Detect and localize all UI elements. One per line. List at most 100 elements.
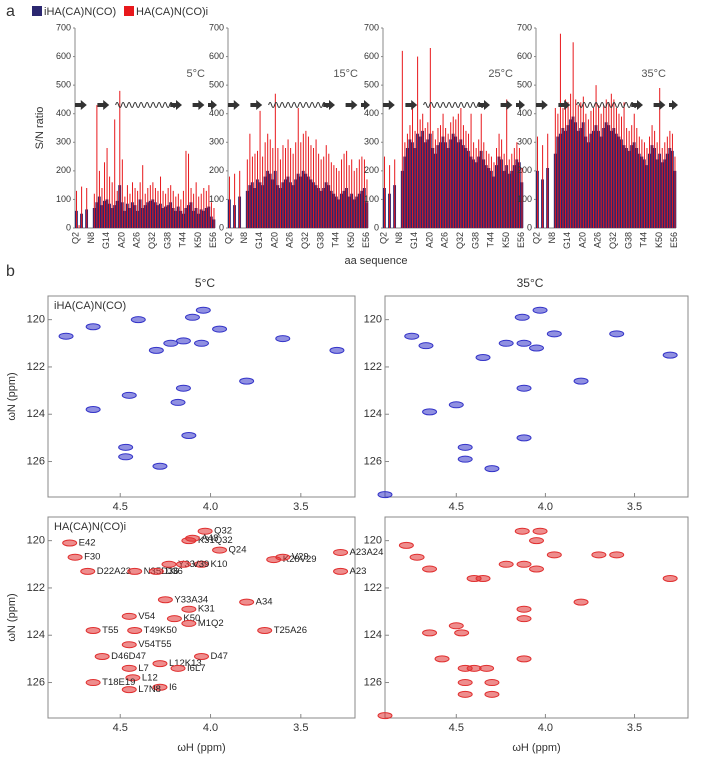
peak-label: K50 [183,613,200,624]
y-tick-label: 0 [66,222,71,232]
y-tick-label: 600 [209,51,224,61]
peak [457,443,473,451]
bar [401,50,403,228]
bar [325,145,327,228]
bar [249,133,251,228]
bar [182,190,184,228]
bar [328,153,330,228]
peak [148,567,164,575]
bar [562,108,564,228]
bar [636,128,638,228]
peak [329,346,345,354]
bar [147,188,149,228]
bar [277,148,279,228]
x-tick-label: Q2 [71,232,81,244]
bar [313,148,315,228]
bar [210,202,212,228]
y-tick-label: 100 [56,194,71,204]
bar [518,148,520,228]
peak [85,627,101,635]
peak [85,406,101,414]
peak [121,612,137,620]
bar [554,108,556,228]
peak [181,605,197,613]
bar [501,139,503,228]
bar [465,130,467,228]
strand-arrow [516,100,525,110]
y-tick-label: 700 [517,22,532,32]
peak-label: E42 [79,538,96,549]
legend-label: HA(CA)N(CO)i [136,6,208,18]
bar [516,142,518,228]
x-tick-label: 4.0 [203,501,218,513]
peak-label: D46D47 [111,651,146,662]
bar [542,145,544,228]
x-tick-label: A20 [577,232,587,248]
bar [96,105,98,228]
y-axis-label: ωN (ppm) [6,593,18,641]
bar [177,193,179,228]
x-tick-label: K50 [654,232,664,248]
bar [447,133,449,228]
y-tick-label: 700 [364,22,379,32]
bar [582,96,584,228]
bar [572,42,574,229]
plot-title: HA(CA)N(CO)i [54,521,126,533]
bar [661,148,663,228]
x-tick-label: T44 [178,232,188,248]
y-tick-label: 300 [517,137,532,147]
bar [285,148,287,228]
peak [85,323,101,331]
x-tick-label: 4.0 [538,501,553,513]
peak-label: A23A24 [350,547,384,558]
bar [106,148,108,228]
bar [575,99,577,228]
bar [478,139,480,228]
bar [406,133,408,228]
y-tick-label: 126 [27,455,45,467]
bar [335,168,337,228]
peak [484,465,500,473]
bar [537,136,539,228]
bar [651,125,653,228]
peak [573,377,589,385]
peak-label: A23 [350,566,367,577]
peak [170,664,186,672]
peak [197,527,213,535]
peak-label: M1Q2 [198,618,224,629]
y-tick-label: 122 [364,361,382,373]
bar [468,133,470,228]
bar [170,185,172,228]
y-tick-label: 300 [209,137,224,147]
bar [646,148,648,228]
bar [587,119,589,228]
peak-label: Q24 [229,545,247,556]
bar [580,102,582,228]
bar [608,102,610,228]
peak-label: V54T55 [138,639,171,650]
legend-swatch [32,6,42,16]
y-tick-label: 400 [517,108,532,118]
peak-label: Y33A34 [174,594,208,605]
bar [305,130,307,228]
x-tick-label: 4.0 [538,722,553,734]
peak [422,408,438,416]
peak [398,541,414,549]
peak-label: A48 [201,533,218,544]
x-tick-label: E56 [669,232,679,248]
bar [506,99,508,228]
bar [654,130,656,228]
peak-label: L7 [138,663,149,674]
x-tick-label: 4.5 [449,722,464,734]
peak [516,339,532,347]
peak [514,313,530,321]
annotation: 15°C [333,68,358,80]
peak [58,332,74,340]
bar [600,113,602,228]
x-tick-label: G38 [315,232,325,249]
bar [343,153,345,228]
y-tick-label: 600 [517,51,532,61]
bar [462,125,464,228]
peak [457,679,473,687]
peak [609,551,625,559]
